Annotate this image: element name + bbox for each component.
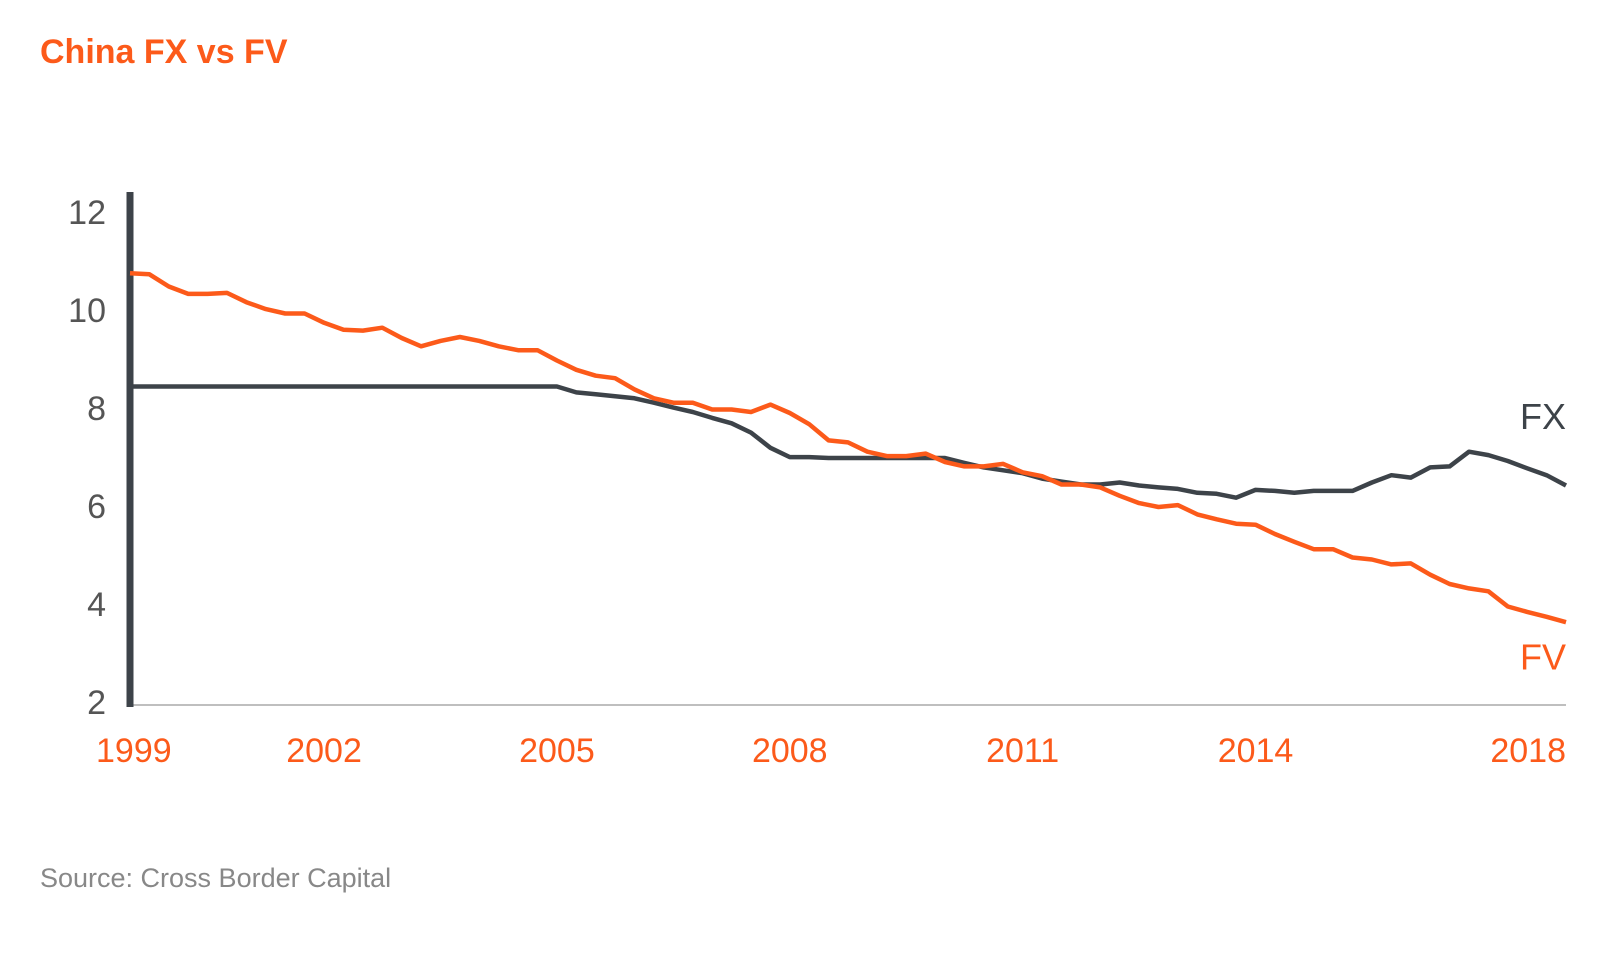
x-tick-label: 2005 [519, 732, 595, 770]
x-tick-label: 2014 [1218, 732, 1294, 770]
y-tick-label: 10 [68, 292, 106, 330]
series-label: FV [1520, 637, 1566, 678]
chart-title: China FX vs FV [40, 33, 288, 71]
series-label: FX [1520, 396, 1566, 437]
y-tick-label: 12 [68, 194, 106, 232]
series-line [130, 384, 1568, 500]
source: Source: Cross Border Capital [40, 863, 391, 893]
y-tick-label: 2 [87, 684, 106, 722]
x-tick-label: 2018 [1490, 732, 1566, 770]
x-tick-label: 2002 [286, 732, 362, 770]
y-tick-label: 4 [87, 586, 106, 624]
x-tick-label: 2008 [752, 732, 828, 770]
series-line [129, 271, 1567, 625]
x-tick-label: 1999 [96, 732, 172, 770]
y-tick-label: 8 [87, 390, 106, 428]
x-tick-label: 2011 [986, 732, 1059, 770]
y-tick-label: 6 [87, 488, 106, 526]
